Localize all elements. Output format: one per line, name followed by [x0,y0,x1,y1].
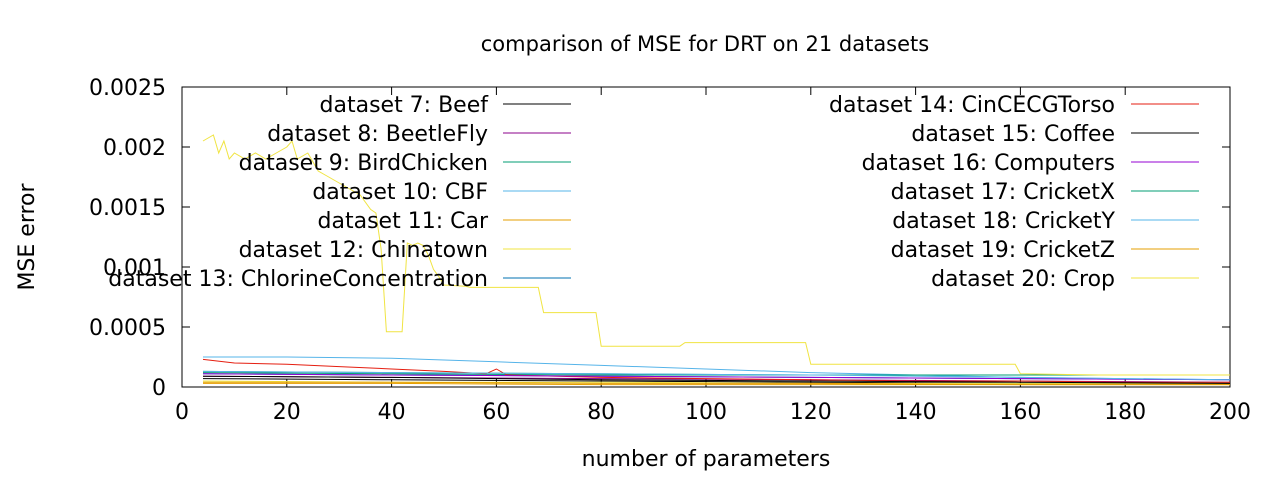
legend: dataset 7: Beef dataset 8: BeetleFly datas… [108,93,1199,292]
x-tick-label: 200 [1209,400,1251,425]
legend-label: dataset 10: CBF [312,180,488,205]
y-tick-label: 0 [152,376,166,401]
series-layer [202,134,1231,386]
legend-label: dataset 15: Coffee [911,122,1115,147]
x-tick-label: 80 [587,400,615,425]
series-line-8 [202,358,1230,383]
x-tick-label: 140 [895,400,937,425]
y-tick-label: 0.0025 [89,76,166,101]
legend-label: dataset 13: ChlorineConcentration [108,267,488,292]
y-axis-label: MSE error [15,183,40,291]
x-tick-label: 180 [1104,400,1146,425]
series-line-13 [203,381,1230,386]
series-line-12 [202,370,1231,381]
series-line-10 [202,373,1231,381]
x-tick-label: 20 [273,400,301,425]
legend-label: dataset 18: CricketY [892,209,1115,234]
y-tick-label: 0.002 [103,136,166,161]
x-tick-label: 100 [685,400,727,425]
y-tick-label: 0.001 [103,256,166,281]
legend-label: dataset 12: Chinatown [239,238,488,263]
x-tick-label: 120 [790,400,832,425]
y-tick-label: 0.0005 [89,316,166,341]
legend-label: dataset 9: BirdChicken [239,151,488,176]
series-line-9 [202,375,1231,384]
legend-label: dataset 11: Car [318,209,489,234]
legend-label: dataset 7: Beef [320,93,490,118]
x-tick-label: 40 [378,400,406,425]
legend-label: dataset 8: BeetleFly [267,122,488,147]
legend-label: dataset 14: CinCECGTorso [829,93,1115,118]
legend-label: dataset 19: CricketZ [891,238,1115,263]
legend-label: dataset 17: CricketX [891,180,1115,205]
x-tick-label: 0 [175,400,189,425]
x-tick-label: 160 [999,400,1041,425]
x-tick-label: 60 [482,400,510,425]
series-line-14 [202,134,1230,376]
legend-label: dataset 20: Crop [931,267,1115,292]
axis-ticks: 0 20 40 60 80 100 120 140 160 180 200 0 0.0005 0.001 0… [89,76,1251,425]
legend-label: dataset 16: Computers [862,151,1115,176]
y-tick-label: 0.0015 [89,196,166,221]
x-axis-label: number of parameters [582,447,831,472]
chart-title: comparison of MSE for DRT on 21 datasets [481,32,929,56]
